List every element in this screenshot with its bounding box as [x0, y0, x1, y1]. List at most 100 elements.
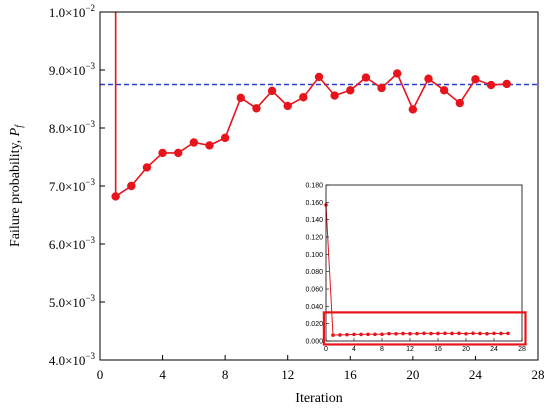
inset-y-tick-label: 0.100	[305, 252, 323, 259]
main-axes	[99, 11, 539, 361]
inset-data-point	[415, 331, 419, 336]
data-point	[267, 86, 277, 96]
y-tick-label: 5.0×10−3	[49, 293, 96, 310]
data-point	[142, 163, 152, 172]
inset-data-point	[478, 331, 482, 336]
y-tick-label: 9.0×10−3	[49, 61, 96, 78]
data-point	[361, 73, 371, 82]
inset-highlight-box	[322, 311, 527, 346]
inset-data-point	[422, 331, 426, 336]
inset-background	[296, 180, 528, 356]
inset-x-tick-label: 28	[518, 346, 526, 353]
inset-data-point	[345, 332, 349, 337]
data-point	[314, 72, 324, 82]
inset-data-point	[373, 332, 377, 337]
inset-data-point	[492, 331, 496, 336]
y-tick-label: 1.0×10−2	[49, 3, 95, 20]
inset-y-tick-label: 0.040	[305, 304, 323, 311]
data-point	[189, 138, 199, 147]
data-point	[158, 148, 167, 158]
data-point	[471, 75, 480, 84]
inset-data-point	[331, 333, 335, 337]
inset-frame	[325, 184, 523, 342]
x-tick-label: 0	[97, 367, 104, 382]
x-tick-label: 16	[344, 367, 358, 382]
inset-data-point	[499, 331, 503, 336]
inset-data-point	[387, 331, 391, 336]
data-point	[486, 80, 496, 90]
x-tick-label: 12	[281, 367, 294, 382]
y-tick-label: 6.0×10−3	[49, 235, 96, 252]
inset-data-point	[485, 331, 489, 336]
data-point	[502, 79, 511, 89]
data-point	[111, 192, 120, 201]
data-point	[174, 148, 183, 158]
x-tick-label: 8	[222, 367, 229, 382]
data-point	[330, 91, 339, 100]
inset-x-tick-label: 12	[406, 346, 414, 353]
data-point	[283, 101, 292, 111]
data-point	[299, 93, 308, 102]
inset-y-tick-label: 0.000	[305, 339, 323, 346]
y-tick-label: 8.0×10−3	[49, 119, 96, 136]
x-axis-title: Iteration	[295, 391, 342, 406]
inset-data-point	[506, 331, 510, 336]
x-tick-label: 20	[406, 367, 419, 382]
inset-x-tick-label: 8	[380, 346, 384, 353]
inset-x-tick-label: 4	[352, 346, 356, 353]
inset-y-tick-label: 0.160	[305, 200, 323, 207]
inset-x-tick-labels: 0 4 8 12 16 20 24 28	[324, 346, 526, 353]
inset-data-point	[464, 332, 468, 336]
x-tick-label: 28	[532, 367, 545, 382]
data-point	[252, 104, 261, 113]
inset-x-tick-label: 0	[324, 346, 328, 353]
main-x-tick-labels: 0 4 8 12 16 20 24 28	[97, 367, 545, 382]
main-series-group	[111, 12, 511, 201]
inset-data-point	[338, 333, 342, 337]
inset-data-point	[429, 331, 433, 336]
main-y-tick-labels: 4.0×10−3 5.0×10−3 6.0×10−3 7.0×10−3 8.0×10−3…	[49, 3, 96, 368]
data-point	[393, 69, 402, 78]
inset-x-tick-label: 16	[434, 346, 442, 353]
inset-x-tick-label: 20	[462, 346, 470, 353]
inset-data-point	[408, 331, 412, 336]
inset-x-tick-label: 24	[490, 346, 498, 353]
data-point	[205, 141, 214, 150]
series-line	[115, 72, 507, 198]
data-point	[346, 86, 355, 95]
y-axis-title: Failure probability, Pf	[8, 124, 25, 247]
y-tick-label: 4.0×10−3	[49, 351, 96, 368]
inset-data-point	[436, 331, 440, 336]
inset-y-tick-label: 0.020	[305, 321, 323, 328]
inset-data-point	[471, 331, 475, 336]
inset-y-tick-label: 0.060	[305, 287, 323, 294]
data-point	[377, 83, 386, 93]
inset-data-point	[394, 332, 398, 336]
data-point	[439, 86, 449, 95]
inset-data-point	[380, 332, 384, 337]
y-tick-label: 7.0×10−3	[49, 177, 96, 194]
inset-y-tick-labels: 0.000 0.020 0.040 0.060 0.080 0.100 0.120 0.140…	[305, 183, 323, 346]
inset-data-point	[352, 332, 356, 337]
data-point	[424, 74, 433, 83]
data-point	[220, 133, 230, 143]
data-point	[408, 105, 418, 114]
inset-y-tick-label: 0.180	[305, 183, 323, 190]
inset-chart: 0 4 8 12 16 20 24 28 0.0000.0200.0400.0600.0800…	[296, 180, 528, 356]
inset-data-point	[401, 331, 405, 336]
x-tick-label: 24	[469, 367, 483, 382]
inset-data-point	[443, 331, 447, 336]
x-tick-label: 4	[159, 367, 166, 382]
inset-y-tick-label: 0.080	[305, 269, 323, 276]
data-point	[127, 181, 136, 191]
inset-y-tick-label: 0.120	[305, 235, 323, 242]
inset-data-point	[450, 331, 454, 336]
data-point	[236, 93, 245, 103]
inset-axes	[325, 184, 523, 342]
inset-y-tick-label: 0.140	[305, 217, 323, 224]
inset-data-point	[366, 332, 370, 337]
inset-series-group	[324, 203, 510, 337]
inset-data-point	[359, 332, 363, 337]
inset-data-point	[457, 331, 461, 336]
